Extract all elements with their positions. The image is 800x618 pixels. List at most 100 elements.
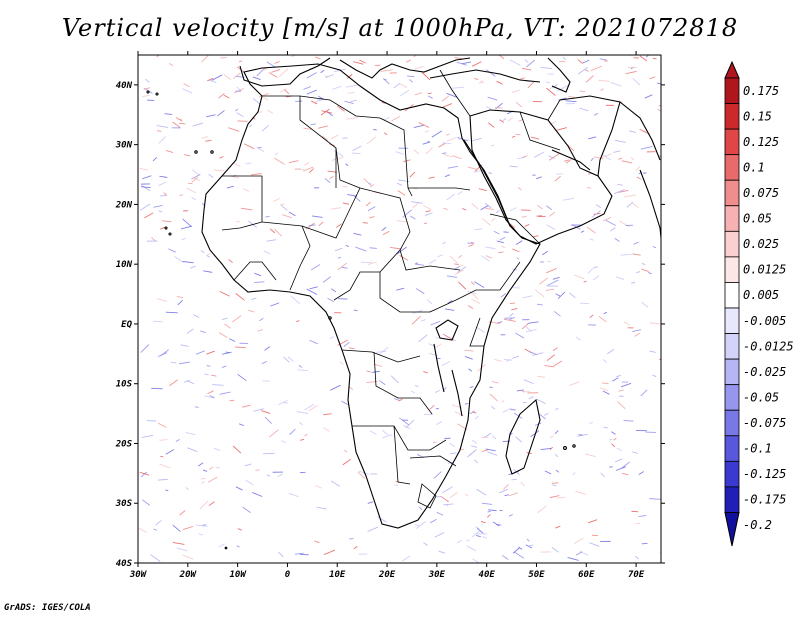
velocity-contour	[185, 487, 190, 490]
velocity-contour	[212, 384, 224, 386]
velocity-contour	[310, 123, 316, 126]
velocity-contour	[175, 438, 180, 442]
velocity-contour	[315, 56, 321, 60]
velocity-contour	[157, 478, 168, 481]
velocity-contour	[587, 519, 598, 524]
velocity-contour	[345, 163, 349, 167]
velocity-contour	[446, 275, 458, 278]
velocity-contour	[280, 204, 288, 211]
velocity-contour	[191, 176, 199, 183]
velocity-contour	[337, 262, 348, 271]
velocity-contour	[347, 91, 355, 94]
colorbar-swatch	[724, 103, 740, 130]
velocity-contour	[184, 154, 191, 157]
velocity-contour	[415, 524, 420, 527]
velocity-contour	[613, 437, 617, 441]
velocity-contour	[467, 166, 478, 170]
velocity-contour	[449, 492, 458, 499]
velocity-contour	[427, 140, 431, 143]
velocity-contour	[297, 369, 308, 372]
lon-tick-label: 70E	[628, 570, 645, 580]
velocity-contour	[530, 136, 540, 140]
velocity-contour	[614, 139, 626, 143]
velocity-contour	[233, 72, 241, 80]
velocity-contour	[614, 238, 620, 242]
velocity-contour	[577, 59, 584, 64]
velocity-contour	[540, 67, 553, 70]
velocity-contour	[390, 375, 399, 384]
velocity-contour	[213, 447, 221, 452]
velocity-contour	[553, 310, 561, 317]
velocity-contour	[551, 547, 559, 553]
velocity-contour	[186, 187, 197, 194]
velocity-contour	[474, 78, 479, 81]
colorbar-swatch	[724, 77, 740, 104]
velocity-contour	[317, 95, 324, 100]
velocity-contour	[494, 358, 502, 362]
velocity-contour	[631, 202, 639, 208]
velocity-contour	[614, 458, 623, 463]
velocity-contour	[484, 202, 492, 209]
velocity-contour	[548, 153, 560, 161]
velocity-contour	[440, 495, 449, 503]
velocity-contour	[202, 469, 208, 472]
velocity-contour	[556, 127, 568, 131]
colorbar-label: 0.05	[743, 212, 772, 226]
velocity-contour	[499, 119, 504, 123]
velocity-contour	[204, 373, 209, 376]
velocity-contour	[495, 107, 503, 109]
colorbar-swatch	[724, 282, 740, 309]
velocity-contour	[534, 289, 545, 298]
velocity-contour	[182, 554, 194, 560]
velocity-contour	[381, 101, 386, 104]
velocity-contour	[478, 80, 483, 84]
map-title: Vertical velocity [m/s] at 1000hPa, VT: …	[61, 14, 739, 42]
velocity-contour	[181, 237, 186, 241]
velocity-contour	[548, 120, 557, 126]
velocity-contour	[288, 492, 299, 498]
velocity-contour	[345, 84, 358, 88]
velocity-contour	[427, 92, 432, 95]
velocity-contour	[555, 469, 560, 473]
velocity-contour	[446, 193, 456, 201]
velocity-contour	[421, 72, 431, 81]
velocity-contour	[342, 202, 350, 205]
velocity-contour	[476, 488, 487, 496]
velocity-contour	[464, 349, 474, 352]
velocity-contour	[341, 400, 350, 406]
velocity-contour	[263, 250, 271, 255]
velocity-contour	[207, 77, 214, 82]
lon-tick-label: 0	[285, 570, 291, 580]
velocity-contour	[324, 75, 329, 77]
velocity-contour	[617, 184, 623, 186]
velocity-contour	[568, 95, 575, 98]
velocity-contour	[153, 205, 163, 208]
velocity-contour	[464, 355, 473, 360]
velocity-contour	[224, 323, 231, 329]
velocity-contour	[481, 502, 493, 505]
velocity-contour	[206, 365, 211, 367]
velocity-contour	[177, 299, 183, 306]
velocity-contour	[441, 103, 453, 109]
velocity-contour	[472, 439, 478, 444]
velocity-contour	[435, 389, 440, 393]
velocity-contour	[225, 351, 230, 354]
colorbar-swatch	[724, 205, 740, 232]
velocity-contour	[143, 87, 151, 90]
velocity-contour	[179, 122, 186, 125]
velocity-contour	[355, 246, 367, 252]
velocity-contour	[546, 205, 553, 211]
velocity-contour	[481, 449, 489, 453]
velocity-contour	[240, 207, 253, 211]
colorbar-swatch	[724, 154, 740, 181]
velocity-contour	[563, 159, 570, 162]
velocity-contour	[327, 297, 335, 303]
velocity-contour	[632, 451, 638, 454]
velocity-contour	[619, 220, 630, 228]
velocity-contour	[544, 365, 555, 368]
velocity-contour	[644, 94, 653, 99]
velocity-contour	[489, 393, 498, 402]
velocity-contour	[491, 217, 496, 222]
grads-credit: GrADS: IGES/COLA	[4, 603, 91, 613]
velocity-contour	[159, 175, 168, 178]
